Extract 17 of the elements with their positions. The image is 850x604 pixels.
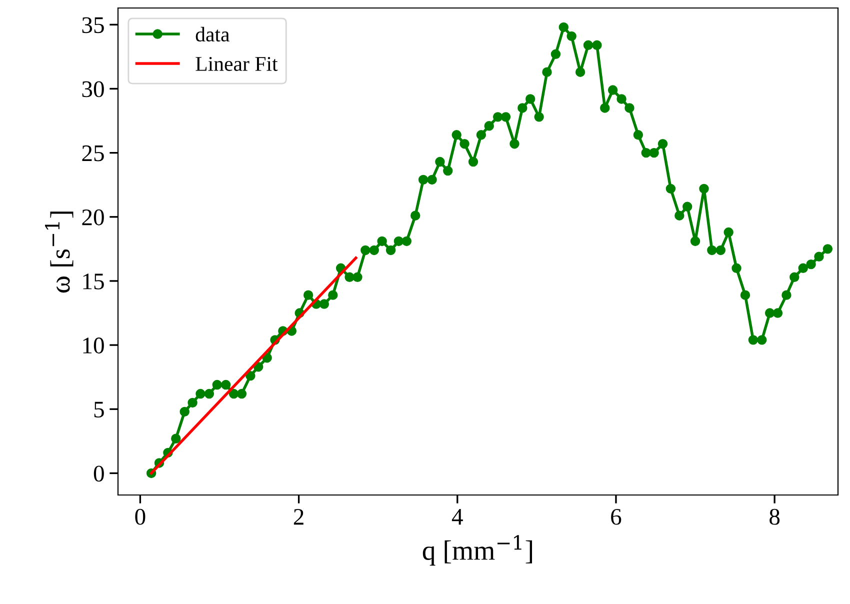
x-tick-label: 6 <box>611 508 622 525</box>
y-tick-label: 15 <box>83 274 104 290</box>
x-tick-label: 8 <box>770 508 780 525</box>
y-tick-label: 35 <box>82 17 104 34</box>
y-tick-label: 25 <box>82 145 104 162</box>
y-tick-label: 20 <box>82 209 104 226</box>
y-tick-label: 5 <box>94 402 104 418</box>
y-axis-title: ω [s$^{−1}$] <box>45 212 74 293</box>
y-tick-label: 10 <box>83 338 104 354</box>
x-tick-label: 4 <box>452 509 463 525</box>
x-axis-title: q [mm$^{−1}$] <box>422 535 532 566</box>
legend-label: data <box>196 26 230 42</box>
legend-label: Linear Fit <box>196 56 278 71</box>
x-tick-label: 2 <box>294 508 304 525</box>
y-tick-label: 0 <box>94 466 104 482</box>
y-tick-label: 30 <box>82 81 104 98</box>
x-tick-label: 0 <box>135 508 146 525</box>
